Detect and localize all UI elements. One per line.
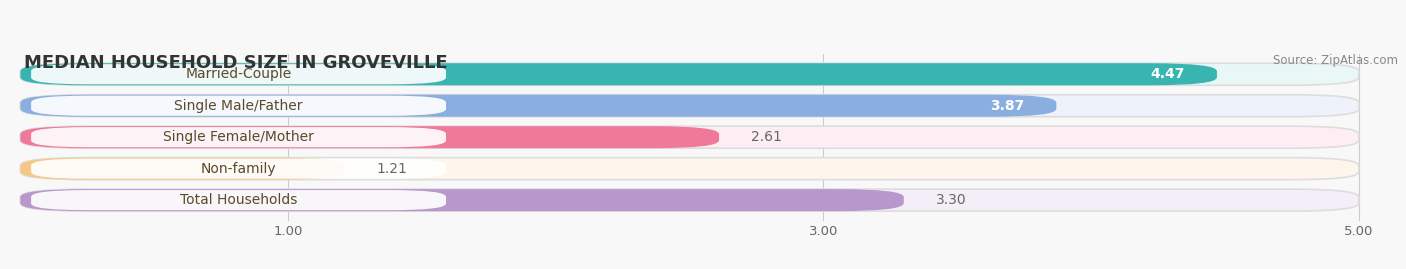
Text: 1.21: 1.21 xyxy=(377,162,408,176)
Text: Non-family: Non-family xyxy=(201,162,277,176)
Text: Single Female/Mother: Single Female/Mother xyxy=(163,130,314,144)
Text: Source: ZipAtlas.com: Source: ZipAtlas.com xyxy=(1272,54,1398,67)
FancyBboxPatch shape xyxy=(21,126,718,148)
Text: MEDIAN HOUSEHOLD SIZE IN GROVEVILLE: MEDIAN HOUSEHOLD SIZE IN GROVEVILLE xyxy=(24,54,447,72)
FancyBboxPatch shape xyxy=(21,95,1358,117)
FancyBboxPatch shape xyxy=(21,95,1056,117)
FancyBboxPatch shape xyxy=(31,190,446,210)
FancyBboxPatch shape xyxy=(31,159,446,179)
FancyBboxPatch shape xyxy=(21,63,1218,85)
FancyBboxPatch shape xyxy=(21,158,1358,180)
FancyBboxPatch shape xyxy=(21,126,1358,148)
Text: 2.61: 2.61 xyxy=(751,130,782,144)
FancyBboxPatch shape xyxy=(31,127,446,147)
FancyBboxPatch shape xyxy=(31,96,446,116)
FancyBboxPatch shape xyxy=(21,189,1358,211)
Text: 4.47: 4.47 xyxy=(1150,67,1185,81)
FancyBboxPatch shape xyxy=(21,158,344,180)
FancyBboxPatch shape xyxy=(21,63,1358,85)
Text: 3.87: 3.87 xyxy=(990,99,1024,113)
Text: Total Households: Total Households xyxy=(180,193,297,207)
FancyBboxPatch shape xyxy=(31,64,446,84)
FancyBboxPatch shape xyxy=(21,189,904,211)
Text: Single Male/Father: Single Male/Father xyxy=(174,99,302,113)
Text: Married-Couple: Married-Couple xyxy=(186,67,291,81)
Text: 3.30: 3.30 xyxy=(936,193,966,207)
